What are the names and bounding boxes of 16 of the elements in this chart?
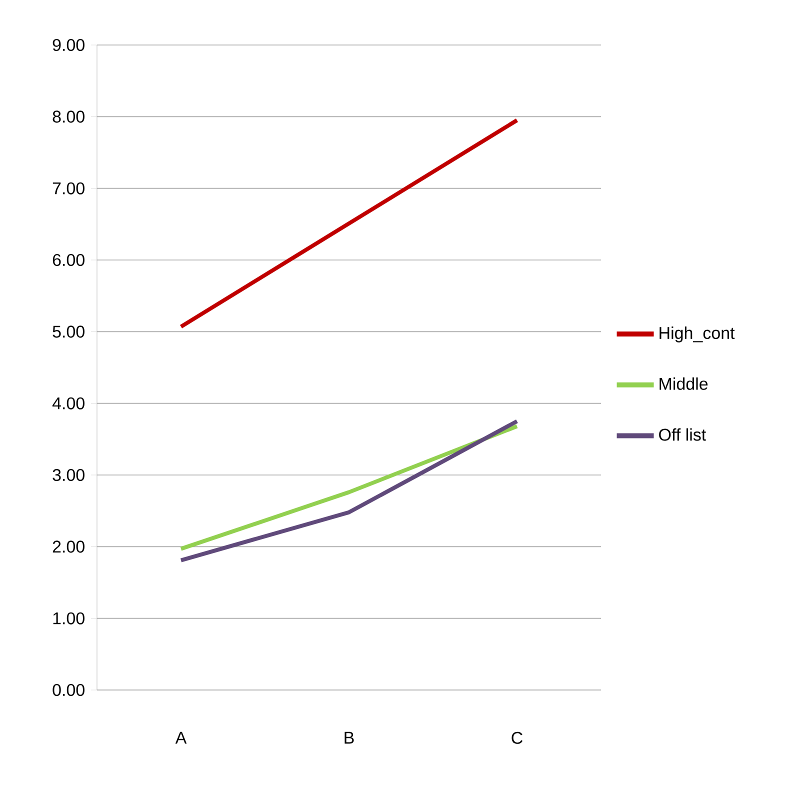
y-tick-label: 0.00 — [52, 684, 84, 696]
y-tick-label: 7.00 — [52, 182, 84, 194]
y-tick-label: 2.00 — [52, 540, 84, 553]
y-tick-label: 1.00 — [53, 612, 84, 624]
legend-label: High_cont — [660, 326, 735, 342]
legend-label: Middle — [660, 377, 708, 390]
y-tick-label: 9.00 — [52, 38, 84, 52]
y-tick-label: 5.00 — [52, 326, 84, 338]
legend-label: Off list — [659, 428, 706, 441]
y-tick-label: 4.00 — [52, 397, 84, 410]
x-tick-label: A — [175, 732, 187, 744]
y-tick-label: 8.00 — [52, 110, 84, 123]
y-tick-label: 3.00 — [52, 468, 84, 482]
y-tick-label: 6.00 — [52, 254, 84, 266]
x-tick-label: C — [512, 732, 522, 744]
x-tick-label: B — [344, 732, 354, 744]
